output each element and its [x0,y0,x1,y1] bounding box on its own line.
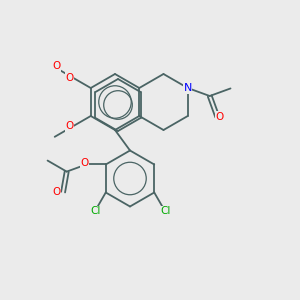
Text: N: N [184,83,192,93]
Text: O: O [52,187,60,197]
Text: Cl: Cl [91,206,101,216]
Text: O: O [52,61,61,71]
Text: Cl: Cl [161,206,171,216]
Text: O: O [66,73,74,82]
Text: O: O [80,158,88,169]
Text: O: O [66,122,74,131]
Text: O: O [215,112,224,122]
